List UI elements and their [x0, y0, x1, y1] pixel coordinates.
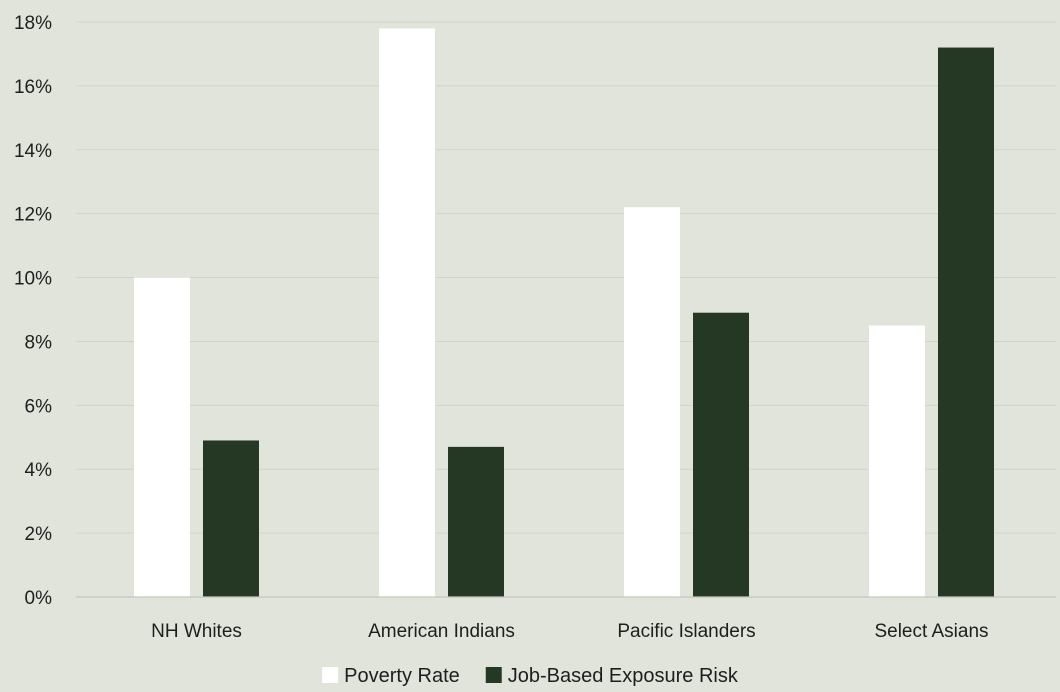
y-tick-label: 4% [25, 460, 53, 481]
y-tick-label: 10% [14, 269, 52, 290]
legend-swatch-job-based-exposure-risk [485, 667, 502, 683]
bar-job-based-exposure-risk-american-indians [448, 446, 504, 597]
x-category-label: NH Whites [151, 621, 242, 642]
legend-swatch-poverty-rate [322, 667, 339, 683]
bar-poverty-rate-american-indians [379, 28, 435, 597]
x-axis-category-labels: NH Whites American Indians Pacific Islande… [151, 621, 988, 642]
y-tick-label: 0% [25, 588, 53, 609]
y-tick-label: 8% [25, 332, 53, 353]
bar-poverty-rate-pacific-islanders [624, 207, 680, 597]
y-tick-label: 16% [14, 77, 52, 98]
y-tick-label: 2% [25, 524, 53, 545]
y-tick-label: 6% [25, 396, 53, 417]
bar-job-based-exposure-risk-select-asians [938, 47, 994, 598]
y-tick-label: 14% [14, 141, 52, 162]
legend-label: Job-Based Exposure Risk [508, 665, 739, 687]
bars [134, 28, 994, 598]
y-tick-label: 18% [14, 13, 52, 34]
legend: Poverty Rate Job-Based Exposure Risk [322, 665, 739, 687]
x-category-label: American Indians [368, 621, 515, 642]
x-category-label: Select Asians [874, 621, 988, 642]
y-tick-label: 12% [14, 205, 52, 226]
bar-job-based-exposure-risk-nh-whites [203, 440, 259, 597]
bar-job-based-exposure-risk-pacific-islanders [693, 312, 749, 597]
y-axis-tick-labels: 0% 2% 4% 6% 8% 10% 12% 14% 16% 18% [14, 13, 52, 609]
bar-poverty-rate-select-asians [869, 325, 925, 597]
legend-label: Poverty Rate [344, 665, 460, 687]
bar-poverty-rate-nh-whites [134, 277, 190, 597]
x-category-label: Pacific Islanders [617, 621, 755, 642]
